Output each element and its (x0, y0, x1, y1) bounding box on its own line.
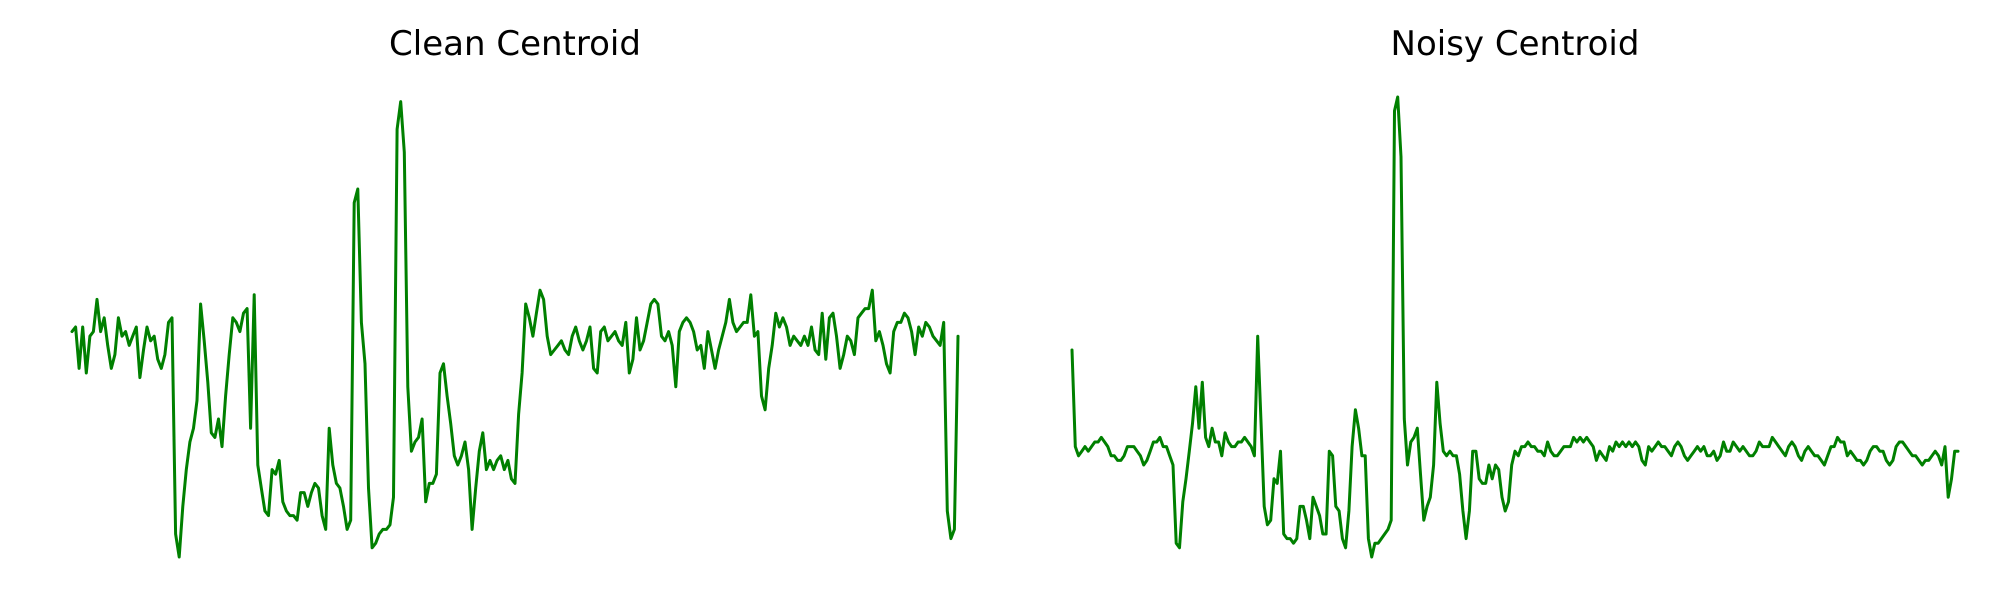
chart-clean-centroid (70, 100, 960, 559)
chart-panel-clean: Clean Centroid (50, 0, 980, 600)
series-line-noisy (1070, 95, 1960, 559)
chart-title-noisy: Noisy Centroid (1390, 24, 1640, 64)
chart-panel-noisy: Noisy Centroid (1050, 0, 1980, 600)
chart-noisy-centroid (1070, 95, 1960, 559)
chart-title-clean: Clean Centroid (389, 24, 641, 64)
series-line-clean (70, 100, 960, 559)
